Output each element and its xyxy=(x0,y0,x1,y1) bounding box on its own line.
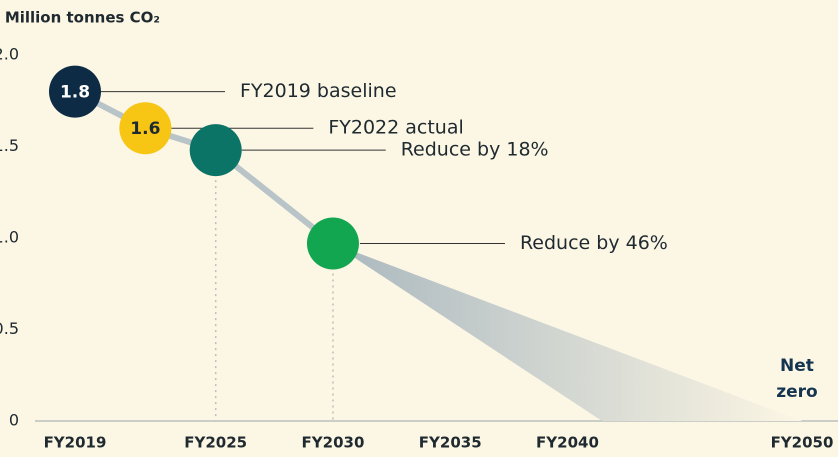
end-label: Net xyxy=(780,356,814,376)
y-tick-label: 1.5 xyxy=(0,136,19,155)
end-label: zero xyxy=(776,382,818,402)
point xyxy=(189,124,242,177)
data-label: 1.8 xyxy=(60,83,90,103)
line xyxy=(73,88,335,246)
data-label: 1.6 xyxy=(130,119,160,139)
point-label: FY2019 baseline xyxy=(240,80,397,102)
point xyxy=(49,65,101,118)
y-axis-label: Million tonnes CO₂ xyxy=(5,9,160,27)
point xyxy=(306,217,359,270)
projection-cone xyxy=(332,243,802,421)
x-tick-label: FY2019 xyxy=(44,434,107,452)
x-tick-label: FY2050 xyxy=(771,434,834,452)
y-tick-label: 0.5 xyxy=(0,319,19,338)
y-tick-label: 2.0 xyxy=(0,45,19,64)
x-tick-label: FY2030 xyxy=(302,434,365,452)
y-tick-label: 1.0 xyxy=(0,228,19,247)
x-tick-label: FY2025 xyxy=(184,434,247,452)
x-tick-label: FY2035 xyxy=(419,434,482,452)
point-label: Reduce by 18% xyxy=(401,139,549,161)
y-tick-label: 0 xyxy=(9,411,19,430)
point-label: FY2022 actual xyxy=(328,117,463,139)
point xyxy=(119,102,172,155)
point-label: Reduce by 46% xyxy=(520,232,668,254)
x-tick-label: FY2040 xyxy=(536,434,599,452)
